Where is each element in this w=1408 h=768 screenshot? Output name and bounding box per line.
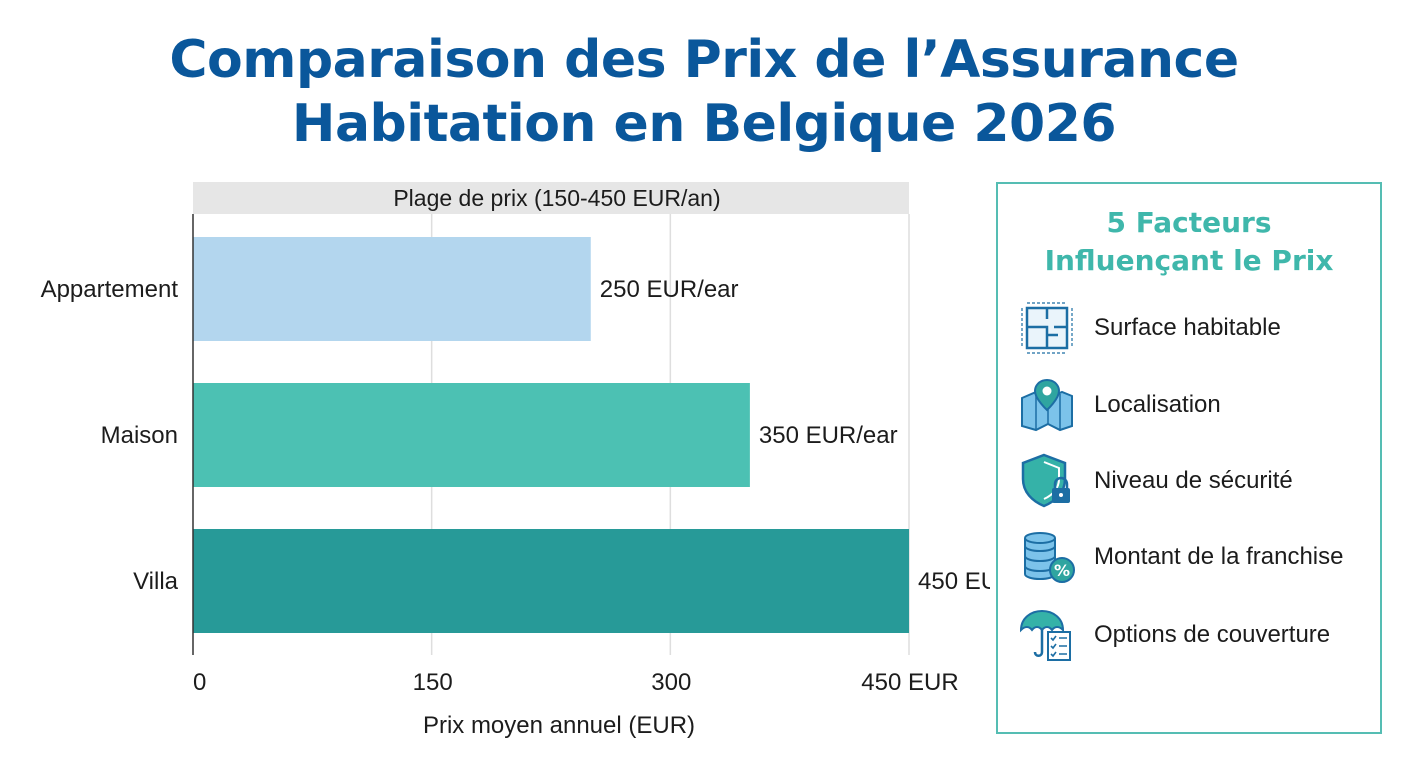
- factor-item-options: Options de couverture: [1018, 606, 1378, 664]
- map-pin-icon: [1021, 378, 1073, 432]
- factors-panel: 5 Facteurs Influençant le Prix Surface h…: [996, 182, 1382, 734]
- shield-lock-icon: [1021, 453, 1070, 508]
- y-category-label: Maison: [101, 422, 178, 449]
- bar-chart: Plage de prix (150-450 EUR/an) Apparteme…: [41, 182, 990, 739]
- factor-item-franchise: % Montant de la franchise: [1018, 528, 1378, 586]
- x-tick-label: 300: [651, 669, 691, 696]
- range-banner-label: Plage de prix (150-450 EUR/an): [393, 185, 720, 211]
- y-category-label: Villa: [133, 568, 179, 595]
- x-tick-label: 0: [193, 669, 206, 696]
- factors-title-line1: 5 Facteurs: [1106, 206, 1272, 239]
- bar-value-label: 250 EUR/ear: [600, 276, 739, 303]
- coins-percent-icon: %: [1024, 532, 1075, 583]
- x-tick-label: 450 EUR: [861, 669, 958, 696]
- bar: [193, 383, 750, 487]
- factor-label: Options de couverture: [1094, 621, 1331, 648]
- factor-label: Montant de la franchise: [1094, 543, 1344, 570]
- y-category-label: Appartement: [41, 276, 179, 303]
- x-axis-ticks: 0 150 300 450 EUR: [193, 669, 959, 696]
- factor-item-securite: Niveau de sécurité: [1018, 452, 1378, 510]
- chart-title-line2: Habitation en Belgique 2026: [291, 94, 1117, 154]
- floor-plan-icon: [1021, 302, 1073, 354]
- bar: [193, 529, 909, 633]
- x-axis-label: Prix moyen annuel (EUR): [423, 712, 695, 739]
- svg-text:%: %: [1054, 561, 1070, 580]
- factors-title: 5 Facteurs Influençant le Prix: [998, 204, 1380, 280]
- factor-item-localisation: Localisation: [1018, 376, 1378, 434]
- chart-title-line1: Comparaison des Prix de l’Assurance: [169, 30, 1239, 90]
- factor-label: Niveau de sécurité: [1094, 467, 1293, 494]
- factors-title-line2: Influençant le Prix: [1044, 244, 1334, 277]
- range-banner: [193, 182, 909, 214]
- bar-value-label: 450 EUR/ear: [918, 568, 990, 595]
- umbrella-checklist-icon: [1019, 609, 1071, 661]
- bar: [193, 237, 591, 341]
- factor-label: Surface habitable: [1094, 314, 1281, 341]
- chart-bars: Appartement 250 EUR/ear Maison 350 EUR/ear V…: [41, 237, 990, 633]
- factor-item-surface: Surface habitable: [1018, 299, 1378, 357]
- chart-title: Comparaison des Prix de l’Assurance Habi…: [0, 28, 1408, 156]
- x-tick-label: 150: [413, 669, 453, 696]
- factor-label: Localisation: [1094, 391, 1221, 418]
- bar-value-label: 350 EUR/ear: [759, 422, 898, 449]
